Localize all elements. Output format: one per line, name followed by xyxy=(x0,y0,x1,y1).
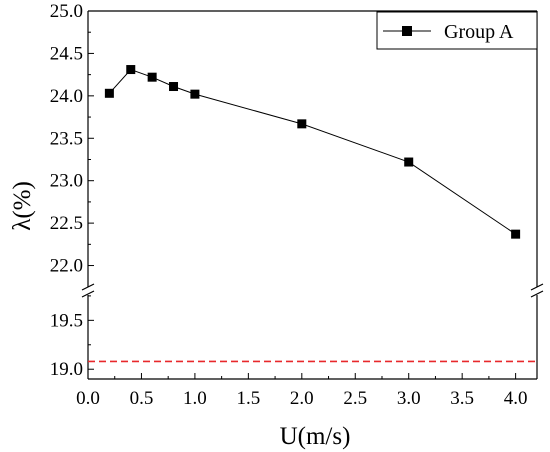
data-point xyxy=(297,119,307,129)
y-tick-label: 22.5 xyxy=(50,213,83,234)
data-point xyxy=(190,89,200,99)
legend: Group A xyxy=(376,11,538,50)
plot-frame xyxy=(87,10,538,380)
data-point xyxy=(104,88,114,98)
x-axis-label: U(m/s) xyxy=(280,423,351,450)
x-tick-label: 0.0 xyxy=(76,388,100,409)
y-tick-label: 24.5 xyxy=(50,43,83,64)
data-point xyxy=(404,157,414,167)
y-axis-label: λ(%) xyxy=(9,181,36,231)
axis-break-marks xyxy=(81,283,544,298)
x-tick-label: 4.0 xyxy=(504,388,528,409)
y-tick-label: 19.0 xyxy=(50,359,83,380)
data-point xyxy=(169,82,179,92)
x-tick-label: 2.5 xyxy=(343,388,367,409)
y-tick-label: 24.0 xyxy=(50,86,83,107)
legend-series-name: Group A xyxy=(444,21,514,43)
data-point xyxy=(126,65,136,75)
series-layer xyxy=(104,65,521,239)
x-tick-label: 1.5 xyxy=(236,388,260,409)
legend-marker xyxy=(402,26,412,36)
break-mark-left-2 xyxy=(81,290,95,298)
y-tick-label: 23.5 xyxy=(50,128,83,149)
y-axis-ticks: 22.0 22.5 23.0 23.5 24.0 24.5 25.0 19.0 19.5 xyxy=(50,1,94,380)
x-axis-ticks: 0.0 0.5 1.0 1.5 2.0 2.5 3.0 3.5 4.0 xyxy=(76,373,527,409)
x-tick-label: 3.5 xyxy=(450,388,474,409)
series-line-0 xyxy=(109,68,516,235)
y-tick-label: 22.0 xyxy=(50,256,83,277)
data-point xyxy=(511,229,521,239)
break-mark-right-1 xyxy=(530,283,544,291)
break-mark-left-1 xyxy=(81,283,95,291)
y-tick-label: 23.0 xyxy=(50,171,83,192)
x-tick-label: 1.0 xyxy=(183,388,207,409)
break-mark-right-2 xyxy=(530,290,544,298)
x-tick-label: 0.5 xyxy=(130,388,154,409)
y-tick-label: 25.0 xyxy=(50,1,83,22)
x-tick-label: 2.0 xyxy=(290,388,314,409)
y-tick-label: 19.5 xyxy=(50,310,83,331)
data-point xyxy=(147,72,157,82)
x-tick-label: 3.0 xyxy=(397,388,421,409)
